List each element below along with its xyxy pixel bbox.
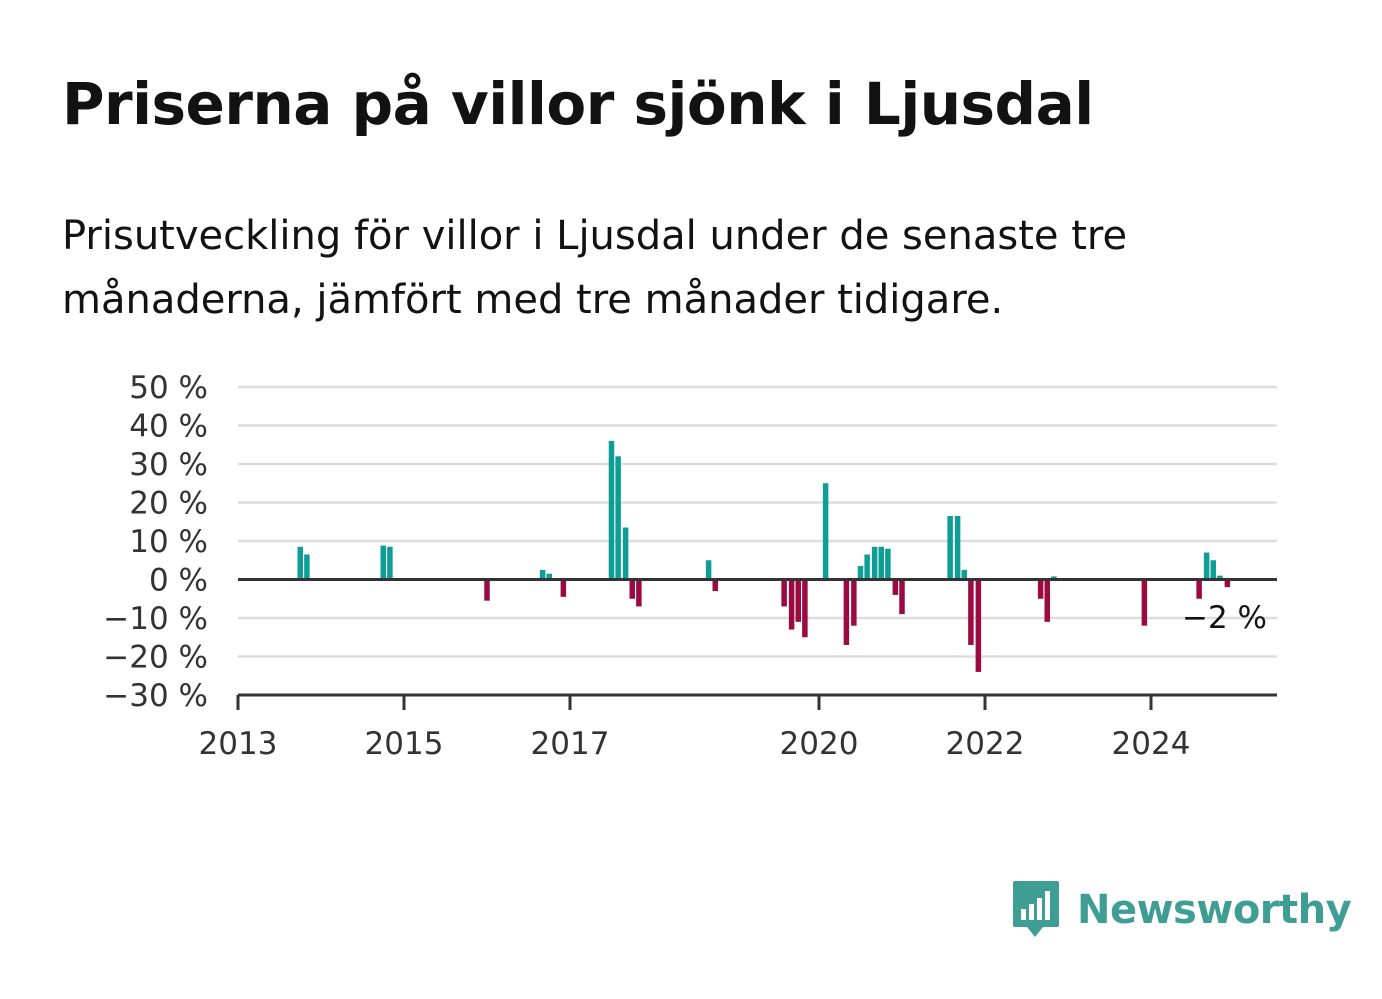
- bar: [380, 545, 386, 580]
- bar: [802, 579, 808, 638]
- bar: [899, 579, 905, 615]
- bar: [539, 569, 546, 580]
- bar: [560, 579, 567, 597]
- x-tick-label: 2015: [365, 726, 444, 762]
- gridlines: [238, 385, 1277, 658]
- bar: [788, 579, 795, 630]
- last-value-label: −2 %: [1182, 600, 1267, 636]
- newsworthy-logo: Newsworthy: [1011, 878, 1352, 942]
- y-tick-label: 20 %: [129, 486, 208, 522]
- bar: [1141, 579, 1148, 626]
- y-tick-label: −30 %: [103, 678, 208, 714]
- axes: [236, 578, 1277, 710]
- bar: [968, 579, 974, 645]
- x-tick-label: 2013: [199, 726, 278, 762]
- newsworthy-logo-icon: [1013, 881, 1059, 937]
- x-tick-label: 2017: [531, 726, 610, 762]
- y-tick-label: 10 %: [129, 524, 208, 560]
- bar: [1224, 579, 1231, 588]
- y-axis-tick-labels: 50 %40 %30 %20 %10 %0 %−10 %−20 %−30 %: [103, 370, 208, 714]
- bar: [1203, 552, 1210, 580]
- bar: [636, 579, 642, 607]
- bar: [608, 440, 615, 580]
- x-tick-label: 2024: [1112, 726, 1191, 762]
- bar: [387, 546, 393, 580]
- bar: [878, 546, 884, 580]
- bar: [705, 560, 712, 580]
- y-tick-label: 0 %: [149, 563, 208, 599]
- bar: [297, 546, 303, 580]
- bar: [975, 579, 982, 672]
- bar: [857, 566, 864, 580]
- bar: [615, 456, 621, 580]
- y-tick-label: 50 %: [129, 370, 208, 406]
- bar: [871, 546, 878, 580]
- bar: [1196, 579, 1202, 599]
- bar: [1051, 576, 1057, 580]
- bars: [297, 440, 1231, 672]
- chart-subtitle: Prisutveckling för villor i Ljusdal unde…: [62, 213, 1128, 323]
- bar: [954, 515, 961, 580]
- y-tick-label: 40 %: [129, 409, 208, 445]
- bar: [947, 515, 953, 580]
- chart-title: Priserna på villor sjönk i Ljusdal: [62, 70, 1094, 138]
- bar: [622, 527, 629, 580]
- x-axis-tick-labels: 2013 2015 2017 2020 2022 2024: [199, 726, 1191, 762]
- bar: [484, 579, 490, 601]
- logo-text: Newsworthy: [1077, 887, 1352, 933]
- y-tick-label: 30 %: [129, 447, 208, 483]
- bar: [712, 579, 718, 592]
- x-tick-label: 2022: [946, 726, 1025, 762]
- bar: [1037, 579, 1044, 599]
- bar: [892, 579, 899, 595]
- bar: [629, 579, 635, 599]
- bar: [1044, 579, 1050, 622]
- bar: [885, 548, 891, 580]
- bar: [546, 573, 552, 580]
- bar: [864, 554, 870, 580]
- bar: [781, 579, 787, 607]
- bar: [304, 554, 310, 580]
- bar: [843, 579, 850, 645]
- y-tick-label: −20 %: [103, 640, 208, 676]
- bar: [851, 579, 857, 626]
- bar: [961, 569, 967, 580]
- bar: [822, 483, 829, 580]
- bar: [1217, 575, 1223, 580]
- bar: [1210, 560, 1216, 580]
- bar: [795, 579, 801, 622]
- y-tick-label: −10 %: [103, 601, 208, 637]
- x-tick-label: 2020: [780, 726, 859, 762]
